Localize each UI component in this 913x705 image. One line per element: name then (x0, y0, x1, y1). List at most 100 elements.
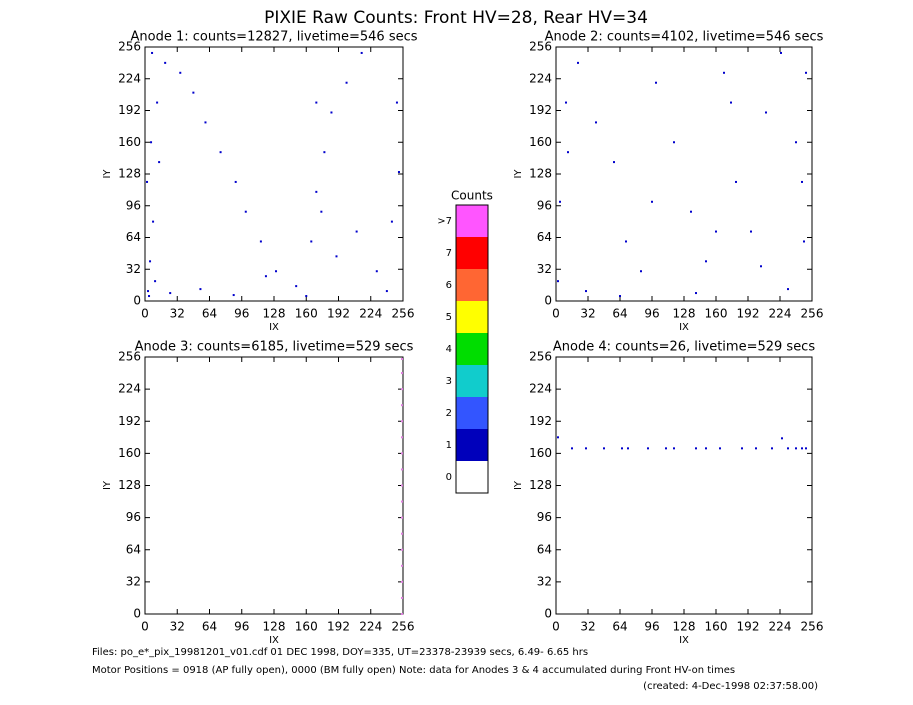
x-tick-label: 96 (234, 307, 249, 321)
count-pixel (690, 210, 692, 213)
count-pixel (146, 180, 149, 183)
count-pixel (275, 270, 278, 273)
count-pixel (395, 101, 398, 104)
y-axis-label: IY (102, 169, 113, 179)
count-pixel (400, 468, 403, 471)
color-swatch (456, 301, 488, 333)
footer-line: (created: 4-Dec-1998 02:37:58.00) (643, 681, 818, 692)
count-pixel (199, 288, 202, 291)
x-tick-label: 224 (769, 620, 792, 634)
plot-frame (144, 46, 404, 302)
colorbar-label: >7 (437, 216, 452, 227)
x-tick-label: 128 (263, 620, 286, 634)
y-tick-label: 0 (544, 607, 552, 621)
count-pixel (151, 51, 154, 54)
count-pixel (152, 220, 155, 223)
x-tick-label: 192 (327, 620, 350, 634)
count-pixel (400, 564, 403, 567)
y-tick-label: 256 (529, 40, 552, 54)
count-pixel (781, 437, 783, 440)
count-pixel (647, 447, 649, 450)
count-pixel (595, 121, 597, 124)
colorbar-label: 3 (446, 376, 452, 387)
colorbar-label: 4 (446, 344, 452, 355)
x-tick-label: 128 (263, 307, 286, 321)
y-tick-label: 256 (118, 40, 141, 54)
x-tick-label: 96 (234, 620, 249, 634)
count-pixel (355, 230, 358, 233)
x-tick-label: 160 (705, 307, 728, 321)
count-pixel (158, 161, 161, 164)
x-tick-label: 256 (392, 307, 415, 321)
count-pixel (571, 447, 573, 450)
count-pixel (805, 71, 807, 74)
count-pixel (559, 200, 561, 203)
footer-line: Files: po_e*_pix_19981201_v01.cdf 01 DEC… (92, 647, 588, 658)
count-pixel (665, 447, 667, 450)
count-pixel (264, 275, 267, 278)
count-pixel (780, 51, 782, 54)
y-tick-label: 192 (118, 103, 141, 117)
x-tick-label: 256 (392, 620, 415, 634)
x-tick-label: 64 (202, 307, 217, 321)
count-pixel (705, 447, 707, 450)
x-axis-label: IX (269, 322, 279, 333)
count-pixel (295, 285, 298, 288)
x-tick-label: 32 (170, 307, 185, 321)
panel-title: Anode 1: counts=12827, livetime=546 secs (130, 30, 417, 45)
y-tick-label: 128 (529, 478, 552, 492)
x-tick-label: 160 (295, 307, 318, 321)
page-title: PIXIE Raw Counts: Front HV=28, Rear HV=3… (264, 8, 648, 28)
y-tick-label: 64 (537, 542, 552, 556)
x-tick-label: 32 (580, 307, 595, 321)
count-pixel (400, 532, 403, 535)
y-tick-label: 128 (118, 167, 141, 181)
x-tick-label: 160 (295, 620, 318, 634)
x-tick-label: 96 (644, 620, 659, 634)
y-tick-label: 160 (529, 135, 552, 149)
count-pixel (400, 580, 403, 583)
x-axis-label: IX (679, 322, 689, 333)
colorbar-label: 1 (446, 440, 452, 451)
count-pixel (149, 260, 152, 263)
y-tick-label: 96 (537, 510, 552, 524)
x-tick-label: 256 (801, 307, 824, 321)
y-tick-label: 128 (529, 167, 552, 181)
count-pixel (619, 295, 621, 298)
footer-line: Motor Positions = 0918 (AP fully open), … (92, 665, 735, 676)
count-pixel (315, 190, 318, 193)
y-tick-label: 192 (529, 103, 552, 117)
y-tick-label: 32 (126, 574, 141, 588)
count-pixel (400, 388, 403, 391)
count-pixel (603, 447, 605, 450)
colorbar-label: 0 (446, 472, 452, 483)
count-pixel (787, 447, 789, 450)
count-pixel (567, 151, 569, 154)
y-tick-label: 32 (537, 574, 552, 588)
y-tick-label: 224 (118, 382, 141, 396)
plot-frame (555, 46, 813, 302)
y-tick-label: 0 (133, 294, 141, 308)
y-tick-label: 0 (133, 607, 141, 621)
count-pixel (323, 151, 326, 154)
y-tick-label: 160 (118, 446, 141, 460)
color-swatch (456, 237, 488, 269)
count-pixel (755, 447, 757, 450)
count-pixel (705, 260, 707, 263)
count-pixel (621, 447, 623, 450)
plot-frame (144, 356, 404, 615)
colorbar-label: 2 (446, 408, 452, 419)
count-pixel (787, 288, 789, 291)
x-tick-label: 192 (737, 620, 760, 634)
x-tick-label: 0 (552, 307, 560, 321)
y-tick-label: 96 (126, 198, 141, 212)
count-pixel (765, 111, 767, 114)
color-swatch (456, 333, 488, 365)
count-pixel (730, 101, 732, 104)
count-pixel (204, 121, 207, 124)
count-pixel (741, 447, 743, 450)
count-pixel (192, 91, 195, 94)
count-pixel (673, 447, 675, 450)
plot-frame (555, 356, 813, 615)
